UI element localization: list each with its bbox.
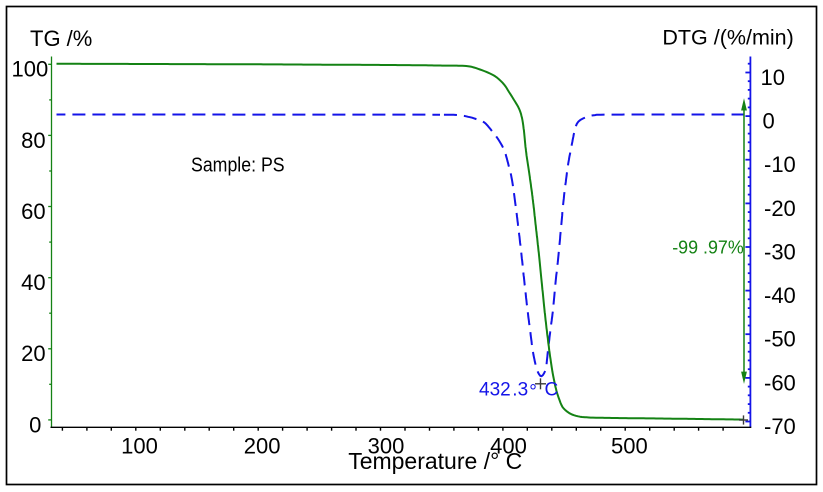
svg-text:Temperature /° C: Temperature /° C (348, 448, 522, 474)
svg-text:-30: -30 (764, 239, 796, 264)
svg-text:100: 100 (12, 57, 49, 82)
svg-text:-60: -60 (764, 370, 796, 395)
svg-text:TG /%: TG /% (30, 26, 92, 51)
svg-text:20: 20 (21, 341, 45, 366)
svg-text:0: 0 (29, 412, 41, 437)
svg-text:432.3°C: 432.3° C (479, 379, 558, 402)
svg-text:10: 10 (761, 65, 785, 90)
svg-text:DTG /(%/min): DTG /(%/min) (662, 26, 793, 50)
svg-text:0: 0 (763, 109, 775, 134)
svg-text:200: 200 (244, 433, 281, 458)
svg-text:-50: -50 (764, 327, 796, 352)
svg-text:300: 300 (368, 433, 405, 458)
svg-text:Sample: PS: Sample: PS (191, 154, 285, 176)
svg-text:-99 .97%: -99 .97% (672, 238, 744, 258)
svg-text:100: 100 (121, 433, 158, 458)
svg-text:80: 80 (21, 128, 45, 153)
svg-text:500: 500 (611, 433, 648, 458)
svg-text:-40: -40 (764, 283, 796, 308)
svg-text:-70: -70 (764, 414, 796, 439)
svg-text:-10: -10 (764, 152, 796, 177)
svg-text:60: 60 (21, 199, 45, 224)
svg-text:40: 40 (21, 270, 45, 295)
svg-text:400: 400 (490, 433, 527, 458)
svg-text:-20: -20 (764, 196, 796, 221)
